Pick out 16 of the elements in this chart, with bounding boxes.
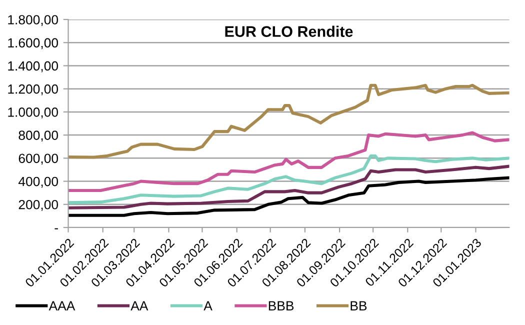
y-tick-label: 1.000,00 [8, 108, 58, 118]
legend-label: AAA [48, 301, 76, 310]
y-tick-label: 1.200,00 [8, 84, 58, 96]
y-tick-label: 800,00 [18, 130, 58, 142]
y-tick-label: 1.600,00 [8, 38, 58, 50]
y-tick-label: 200,00 [18, 200, 58, 211]
legend-label: A [204, 301, 212, 310]
y-tick-label: - [54, 228, 58, 230]
legend-label: BBB [268, 301, 294, 310]
legend-label: BB [350, 301, 367, 310]
y-tick-label: 400,00 [18, 176, 58, 188]
legend-label: AA [130, 301, 148, 310]
y-tick-label: 600,00 [18, 154, 58, 165]
y-tick-label: 1.800,00 [8, 15, 58, 26]
chart-title: EUR CLO Rendite [225, 26, 353, 37]
y-tick-label: 1.400,00 [8, 61, 58, 72]
